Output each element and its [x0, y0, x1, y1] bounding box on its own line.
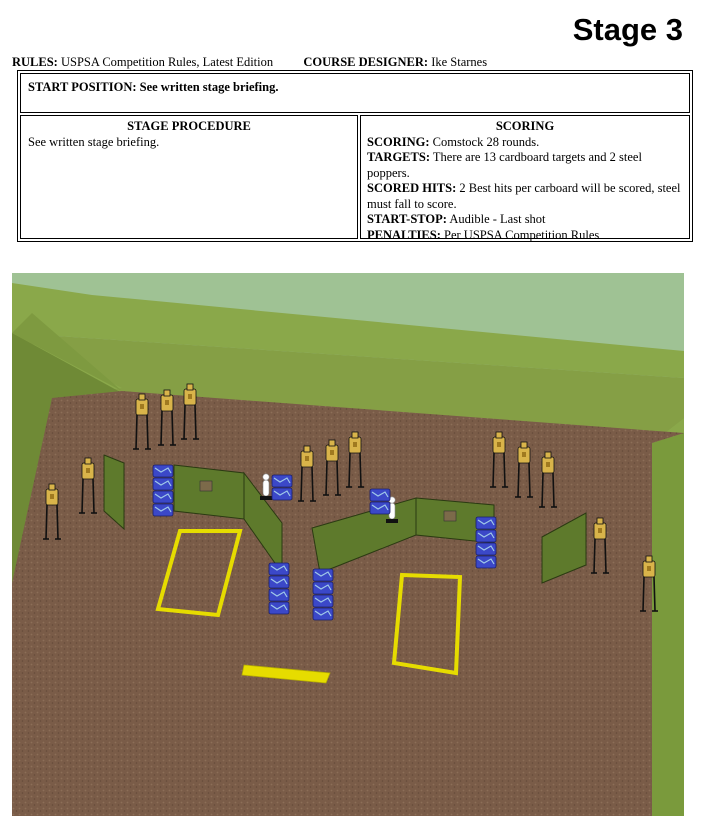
procedure-heading: STAGE PROCEDURE — [127, 119, 251, 133]
scoring-cell: SCORING SCORING: Comstock 28 rounds. TAR… — [360, 115, 690, 242]
stage-meta: RULES: USPSA Competition Rules, Latest E… — [12, 55, 487, 70]
scoring-row: SCORING: Comstock 28 rounds. — [367, 135, 683, 151]
scoring-row-value: Comstock 28 rounds. — [432, 134, 540, 149]
rules-value: USPSA Competition Rules, Latest Edition — [60, 55, 274, 69]
start-stop-row-label: START-STOP: — [367, 212, 447, 226]
start-position: START POSITION: See written stage briefi… — [20, 73, 690, 113]
scored-hits-row-label: SCORED HITS: — [367, 181, 457, 195]
procedure-text: See written stage briefing. — [28, 134, 160, 149]
scoring-heading: SCORING — [495, 119, 555, 133]
stage-title: Stage 3 — [572, 12, 683, 47]
penalties-row-value: Per USPSA Competition Rules — [444, 227, 600, 242]
stage-table: START POSITION: See written stage briefi… — [17, 70, 693, 242]
designer-label: COURSE DESIGNER: — [303, 55, 429, 69]
penalties-row: PENALTIES: Per USPSA Competition Rules — [367, 228, 683, 244]
targets-row-value: There are 13 cardboard targets and 2 ste… — [367, 150, 642, 180]
penalties-row-label: PENALTIES: — [367, 227, 441, 242]
stage-diagram — [12, 273, 684, 816]
rules-label: RULES: — [12, 55, 58, 69]
start-stop-row: START-STOP: Audible - Last shot — [367, 212, 683, 228]
scored-hits-row: SCORED HITS: 2 Best hits per carboard wi… — [367, 181, 683, 212]
targets-row: TARGETS: There are 13 cardboard targets … — [367, 150, 683, 181]
start-stop-row-value: Audible - Last shot — [449, 212, 546, 226]
scoring-row-label: SCORING: — [367, 134, 430, 149]
designer-value: Ike Starnes — [431, 55, 488, 69]
procedure-cell: STAGE PROCEDURE See written stage briefi… — [20, 115, 358, 239]
scored-hits-row-value: 2 Best hits per carboard will be scored,… — [367, 181, 681, 211]
targets-row-label: TARGETS: — [367, 150, 430, 164]
